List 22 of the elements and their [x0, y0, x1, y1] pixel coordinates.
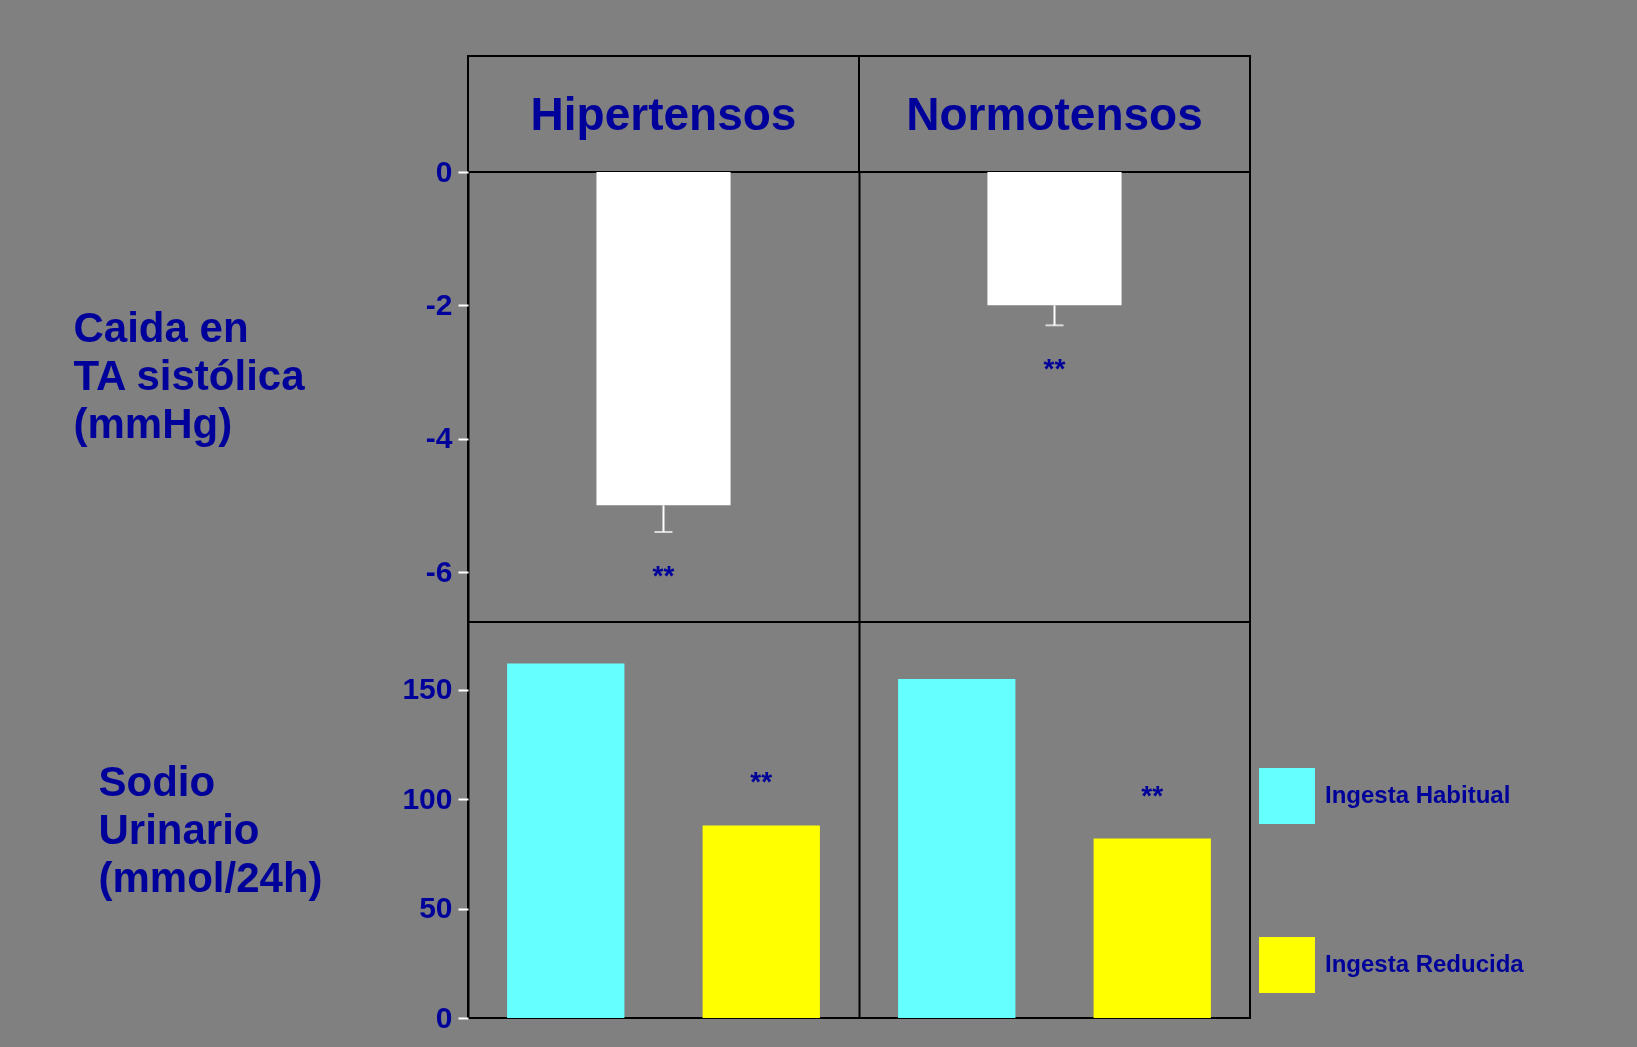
annotation: ** — [750, 766, 773, 798]
bar — [702, 825, 820, 1018]
x-tick-label: Normotensos — [906, 87, 1203, 140]
y-axis-title: Sodio Urinario (mmol/24h) — [98, 757, 323, 901]
y-tick-label: 0 — [435, 1000, 453, 1034]
bar — [898, 678, 1016, 1018]
y-tick-label: 150 — [402, 672, 453, 706]
annotation: ** — [1043, 353, 1066, 385]
y-axis-title: Caida en TA sistólica (mmHg) — [73, 303, 306, 447]
y-tick-label: 50 — [419, 891, 453, 925]
x-tick-label: Hipertensos — [530, 87, 797, 140]
bar — [507, 663, 625, 1018]
legend-label: Ingesta Reducida — [1325, 950, 1525, 977]
annotation: ** — [652, 560, 675, 591]
bar — [1093, 838, 1211, 1018]
y-tick-label: -2 — [425, 287, 453, 321]
annotation: ** — [1141, 779, 1164, 811]
y-tick-label: -6 — [425, 554, 453, 588]
y-tick-label: 100 — [402, 781, 453, 815]
y-tick-label: -4 — [425, 421, 453, 455]
y-tick-label: 0 — [435, 154, 453, 188]
legend-label: Ingesta Habitual — [1325, 781, 1511, 808]
